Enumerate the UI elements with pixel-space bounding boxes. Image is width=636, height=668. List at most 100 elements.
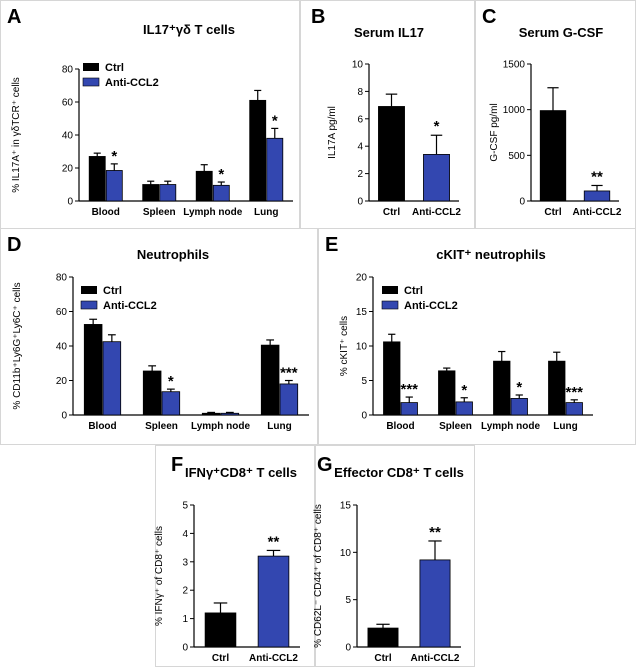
chart-b-title: Serum IL17 bbox=[354, 25, 424, 40]
chart-d-ylabel: % CD11b⁺Ly6G⁺Ly6C⁺ cells bbox=[12, 282, 23, 409]
chart-a-category-label: Blood bbox=[92, 207, 120, 218]
chart-f-ytick-label: 5 bbox=[182, 501, 188, 512]
chart-a-ytick-label: 80 bbox=[62, 65, 74, 76]
chart-d-legend-swatch-anti-ccl2 bbox=[80, 300, 98, 310]
chart-e-legend-anti-ccl2: Anti-CCL2 bbox=[404, 300, 458, 312]
chart-b-bar-anti-ccl2 bbox=[423, 154, 450, 202]
chart-b-ylabel: IL17A pg/ml bbox=[327, 106, 338, 159]
chart-d-bar-ctrl bbox=[260, 344, 280, 416]
chart-c-ytick-label: 0 bbox=[519, 197, 525, 208]
chart-d-bar-ctrl bbox=[201, 412, 221, 416]
chart-e-category-label: Lymph node bbox=[481, 421, 541, 432]
chart-a-ytick-label: 60 bbox=[62, 98, 74, 109]
chart-e-panel-letter: E bbox=[325, 234, 338, 256]
chart-e-bar-anti-ccl2 bbox=[565, 402, 583, 416]
chart-e-category-label: Blood bbox=[386, 421, 414, 432]
chart-f-ytick-label: 1 bbox=[182, 614, 188, 625]
chart-a-bar-ctrl bbox=[142, 184, 160, 202]
chart-a-ytick-label: 20 bbox=[62, 164, 74, 175]
chart-e-bar-ctrl bbox=[548, 360, 566, 416]
chart-f: F IFNγ⁺CD8⁺ T cells 0 1 2 3 4 5 % IFNγ⁺ of CD8⁺ … bbox=[154, 454, 300, 664]
chart-a-significance: * bbox=[218, 166, 224, 183]
chart-a-ytick-label: 0 bbox=[67, 197, 73, 208]
chart-c-ylabel: G-CSF pg/ml bbox=[489, 103, 500, 161]
chart-e-legend-swatch-anti-ccl2 bbox=[381, 300, 399, 310]
chart-e-title: cKIT⁺ neutrophils bbox=[436, 247, 545, 262]
chart-d-legend-swatch-ctrl bbox=[81, 286, 97, 294]
chart-d-category-label: Lymph node bbox=[191, 421, 251, 432]
chart-f-bar-anti-ccl2 bbox=[257, 555, 290, 648]
chart-d-category-label: Blood bbox=[88, 421, 116, 432]
chart-e-significance: * bbox=[461, 382, 467, 399]
chart-d-panel-letter: D bbox=[7, 234, 21, 256]
chart-a-panel-letter: A bbox=[7, 6, 21, 28]
chart-e-ytick-label: 20 bbox=[356, 273, 368, 284]
chart-d-ytick-label: 20 bbox=[56, 376, 68, 387]
chart-c: C Serum G-CSF 0 500 1000 1500 G-CSF pg/ml Ctrl A… bbox=[482, 6, 622, 218]
panel-g: G Effector CD8⁺ T cells 0 5 10 15 % CD62L⁻ CD4… bbox=[313, 445, 475, 667]
chart-b-bar-ctrl bbox=[378, 106, 405, 202]
chart-a-title: IL17⁺γδ T cells bbox=[143, 22, 235, 37]
chart-d-bar-anti-ccl2 bbox=[220, 412, 240, 416]
chart-e-significance: * bbox=[516, 379, 522, 396]
chart-e-category-label: Lung bbox=[553, 421, 577, 432]
chart-a-bar-anti-ccl2 bbox=[105, 170, 123, 202]
chart-a-category-label: Lymph node bbox=[183, 207, 243, 218]
chart-b-significance: * bbox=[434, 118, 440, 135]
chart-a-category-label: Spleen bbox=[143, 207, 176, 218]
chart-d-category-label: Lung bbox=[267, 421, 291, 432]
chart-c-title: Serum G-CSF bbox=[519, 25, 604, 40]
chart-a-legend-swatch-anti-ccl2 bbox=[82, 77, 100, 87]
chart-a-ytick-label: 40 bbox=[62, 131, 74, 142]
chart-e-bar-anti-ccl2 bbox=[400, 402, 418, 416]
chart-a-legend-anti-ccl2: Anti-CCL2 bbox=[105, 77, 159, 89]
panel-b: B Serum IL17 0 2 4 6 8 10 IL17A pg/ml Ctrl Anti-CC… bbox=[300, 0, 475, 240]
chart-g-panel-letter: G bbox=[317, 454, 333, 476]
chart-g-ytick-label: 0 bbox=[345, 643, 351, 654]
chart-a-legend-ctrl: Ctrl bbox=[105, 62, 124, 74]
chart-a-bar-ctrl bbox=[195, 170, 213, 202]
chart-f-ytick-label: 4 bbox=[182, 529, 188, 540]
chart-f-ytick-label: 2 bbox=[182, 586, 188, 597]
chart-g-bar-anti-ccl2 bbox=[419, 559, 451, 648]
chart-b: B Serum IL17 0 2 4 6 8 10 IL17A pg/ml Ctrl Anti-CC… bbox=[311, 6, 461, 218]
chart-g-ylabel: % CD62L⁻ CD44⁺ of CD8⁺ cells bbox=[313, 504, 324, 648]
chart-d-title: Neutrophils bbox=[137, 247, 209, 262]
chart-a-significance: * bbox=[272, 112, 278, 129]
chart-d-bar-anti-ccl2 bbox=[279, 383, 299, 416]
chart-e-significance: *** bbox=[565, 384, 583, 401]
chart-g-category-label: Anti-CCL2 bbox=[411, 653, 460, 664]
chart-d-bar-anti-ccl2 bbox=[102, 341, 122, 416]
chart-b-category-label: Ctrl bbox=[383, 207, 400, 218]
chart-f-ylabel: % IFNγ⁺ of CD8⁺ cells bbox=[154, 526, 165, 626]
chart-c-bar-anti-ccl2 bbox=[583, 190, 611, 202]
chart-b-ytick-label: 4 bbox=[357, 142, 363, 153]
chart-b-ytick-label: 0 bbox=[357, 197, 363, 208]
panel-f: F IFNγ⁺CD8⁺ T cells 0 1 2 3 4 5 % IFNγ⁺ of CD8⁺ … bbox=[154, 445, 315, 667]
chart-a-legend-swatch-ctrl bbox=[83, 63, 99, 71]
chart-d-bar-anti-ccl2 bbox=[161, 391, 181, 416]
chart-d-significance: *** bbox=[280, 365, 298, 382]
chart-g-ytick-label: 15 bbox=[340, 501, 352, 512]
panel-c: C Serum G-CSF 0 500 1000 1500 G-CSF pg/ml Ctrl A… bbox=[475, 0, 636, 240]
chart-f-category-label: Anti-CCL2 bbox=[249, 653, 298, 664]
chart-g-title: Effector CD8⁺ T cells bbox=[334, 465, 464, 480]
chart-a-bar-ctrl bbox=[88, 156, 106, 202]
chart-e-ytick-label: 0 bbox=[361, 411, 367, 422]
chart-e-ytick-label: 5 bbox=[361, 376, 367, 387]
chart-f-significance: ** bbox=[268, 533, 280, 550]
chart-c-ytick-label: 1500 bbox=[503, 60, 526, 71]
chart-g-significance: ** bbox=[429, 524, 441, 541]
chart-f-ytick-label: 0 bbox=[182, 643, 188, 654]
chart-a-ylabel: % IL17A⁺ in γδTCR⁺ cells bbox=[11, 77, 22, 193]
chart-a-category-label: Lung bbox=[254, 207, 278, 218]
chart-e-bar-ctrl bbox=[438, 370, 456, 416]
chart-e-bar-anti-ccl2 bbox=[455, 401, 473, 416]
chart-c-panel-letter: C bbox=[482, 6, 496, 28]
chart-d-bar-ctrl bbox=[142, 370, 162, 416]
chart-d-significance: * bbox=[168, 373, 174, 390]
panel-a: A IL17⁺γδ T cells 0 20 40 60 80 % IL17A⁺ in γδT… bbox=[0, 0, 300, 240]
chart-a-significance: * bbox=[111, 148, 117, 165]
panel-d: D Neutrophils 0 20 40 60 80 % CD11b⁺Ly6G⁺Ly6C⁺ … bbox=[0, 228, 318, 445]
